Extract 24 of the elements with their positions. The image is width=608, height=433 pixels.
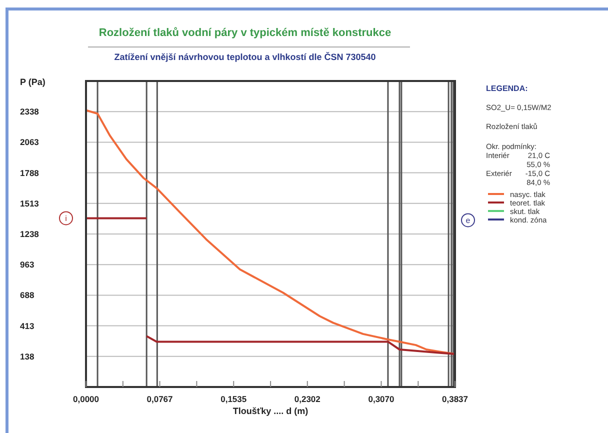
x-tick-label: 0,3837 <box>442 394 468 404</box>
legend-title: LEGENDA: <box>486 84 528 93</box>
chart-subtitle: Zatížení vnější návrhovou teplotou a vlhkostí dle ČSN 730540 <box>114 51 376 62</box>
y-tick-label: 1238 <box>20 229 40 239</box>
x-tick-label: 0,1535 <box>220 394 247 404</box>
x-axis-title: Tloušťky .... d (m) <box>232 406 308 416</box>
y-axis-title: P (Pa) <box>20 77 46 87</box>
chart-title: Rozložení tlaků vodní páry v typickém místě konstrukce <box>98 27 392 39</box>
y-tick-label: 688 <box>20 290 34 300</box>
y-tick-label: 2338 <box>20 106 40 117</box>
line-series <box>85 109 456 355</box>
x-tick-label: 0,3070 <box>368 394 395 404</box>
y-tick-label: 1788 <box>20 168 40 178</box>
line-series <box>146 335 456 355</box>
text: i <box>65 214 68 224</box>
x-tick-label: 0,0767 <box>146 394 174 404</box>
x-tick-label: 0,0000 <box>73 394 100 404</box>
y-tick-label: 1513 <box>20 198 40 208</box>
text: e <box>466 216 471 226</box>
y-tick-label: 138 <box>20 351 34 362</box>
y-tick-label: 963 <box>20 260 34 270</box>
x-tick-label: 0,2302 <box>294 394 321 404</box>
y-tick-label: 2063 <box>20 137 40 148</box>
y-tick-label: 413 <box>20 320 34 331</box>
